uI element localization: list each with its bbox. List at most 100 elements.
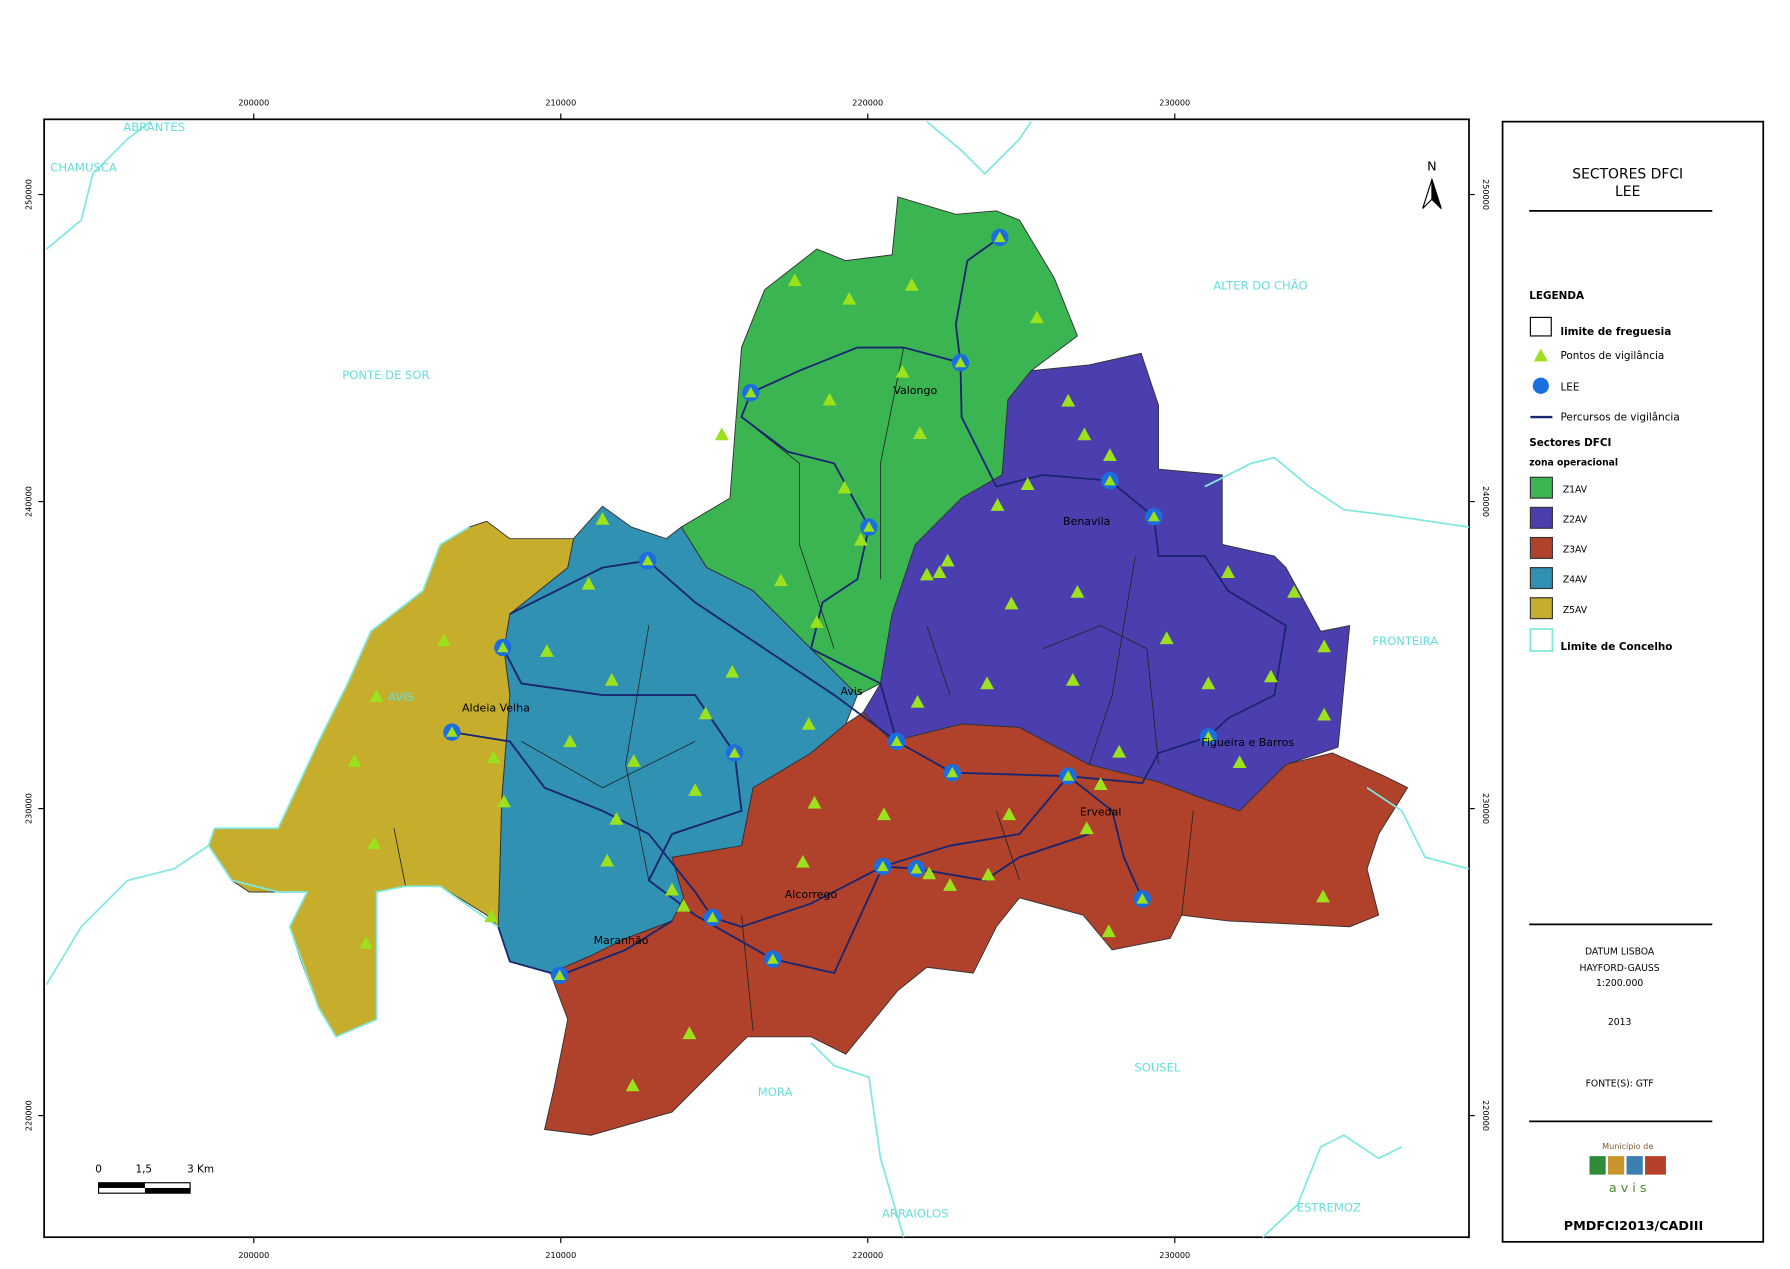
logo-caption: Município de: [1602, 1141, 1653, 1151]
vigilance-point: [895, 364, 910, 378]
parish-limit: [1088, 555, 1136, 765]
concelho-limits: [45, 120, 1470, 1238]
datum: DATUM LISBOA: [1585, 947, 1655, 958]
parish-limit: [625, 625, 650, 881]
vigilance-point: [910, 695, 925, 708]
vigilance-point: [436, 633, 451, 647]
vigilance-point: [604, 673, 619, 686]
legend-item: LEE: [1561, 381, 1580, 393]
y-tick-label: 240000: [23, 486, 33, 517]
vigilance-point: [863, 521, 875, 532]
vigilance-point: [359, 936, 374, 949]
vigilance-point: [809, 615, 824, 628]
sector-legend: Z1AV Z2AV Z3AV Z4AV Z5AV: [1529, 476, 1588, 620]
points: [347, 228, 1332, 1092]
legend-swatch: [1529, 316, 1552, 337]
vigilance-point: [1104, 474, 1116, 486]
parish-limit: [995, 810, 1020, 881]
vigilance-point: [367, 836, 382, 850]
vigilance-point: [842, 291, 857, 305]
legend-item: Limite de Concelho: [1561, 641, 1673, 653]
vigilance-point: [497, 794, 511, 808]
vigilance-point: [1112, 744, 1127, 758]
vigilance-point: [369, 689, 384, 703]
vigilance-point: [484, 909, 499, 923]
vigilance-point: [1020, 477, 1035, 491]
vigilance-point: [807, 795, 822, 809]
vigilance-point: [725, 664, 740, 678]
legend-swatch: [1529, 628, 1554, 652]
place-label: MORA: [758, 1085, 793, 1099]
vigilance-point: [1148, 510, 1160, 522]
parish-limit: [1181, 810, 1194, 916]
vigilance-point: [600, 853, 615, 867]
legend-item: Z1AV: [1563, 484, 1588, 495]
vigilance-point: [1079, 821, 1094, 835]
scale-label: 3 Km: [187, 1163, 214, 1175]
sectors: [208, 196, 1409, 1136]
parish-limit: [1042, 625, 1159, 765]
vigilance-point: [609, 812, 624, 825]
vigilance-point: [801, 717, 816, 730]
y-tick-label: 230000: [1481, 793, 1491, 824]
legend-swatch: [1532, 377, 1549, 394]
vigilance-point: [890, 735, 903, 747]
vigilance-point: [795, 854, 810, 868]
vigilance-point: [1136, 893, 1149, 904]
legend-heading: LEGENDA: [1529, 290, 1584, 302]
vigilance-point: [347, 754, 362, 767]
x-tick-label: 210000: [545, 97, 576, 107]
vigilance-point: [626, 754, 641, 767]
vigilance-point: [822, 392, 837, 406]
vigilance-point: [563, 734, 578, 748]
legend-heading: zona operacional: [1529, 458, 1618, 469]
place-label: ESTREMOZ: [1297, 1201, 1361, 1215]
vigilance-point: [486, 750, 501, 764]
y-tick-label: 230000: [23, 793, 33, 824]
vigilance-point: [1029, 310, 1044, 324]
legend-item: Z2AV: [1563, 514, 1588, 525]
source: FONTE(S): GTF: [1586, 1079, 1654, 1090]
vigilance-point: [946, 766, 959, 778]
parish-limit: [521, 741, 696, 789]
logo-name: a v i s: [1609, 1181, 1647, 1196]
vigilance-point: [728, 747, 741, 758]
vigilance-point: [714, 427, 729, 441]
vigilance-point: [497, 641, 509, 653]
map-code: PMDFCI2013/CADIII: [1564, 1219, 1703, 1234]
vigilance-point: [706, 911, 719, 923]
legend-swatch: [1529, 536, 1553, 559]
place-label: Figueira e Barros: [1201, 736, 1294, 749]
x-tick-label: 220000: [852, 1250, 883, 1260]
legend-swatch: [1529, 597, 1553, 620]
vigilance-point: [922, 866, 937, 880]
vigilance-point: [698, 706, 713, 720]
vigilance-point: [744, 386, 757, 398]
vigilance-point: [1077, 427, 1092, 441]
vigilance-point: [1062, 770, 1074, 781]
vigilance-point: [773, 573, 788, 587]
vigilance-point: [943, 878, 957, 891]
scale-label: 0: [95, 1163, 102, 1175]
vigilance-point: [1263, 669, 1278, 683]
vigilance-point: [787, 273, 802, 287]
vigilance-point: [904, 278, 919, 291]
place-label: ARRAIOLOS: [882, 1207, 948, 1221]
vigilance-point: [1221, 565, 1235, 579]
legend-panel: [1501, 120, 1765, 1243]
vigilance-point: [837, 480, 852, 494]
vigilance-point: [1101, 924, 1116, 938]
vigilance-point: [954, 356, 967, 368]
y-tick-label: 250000: [1481, 179, 1491, 210]
legend-swatch: [1529, 567, 1553, 590]
vigilance-point: [981, 867, 996, 881]
legend-heading: Sectores DFCI: [1529, 437, 1611, 449]
vigilance-point: [1317, 639, 1332, 653]
vigilance-point: [1093, 777, 1108, 791]
year: 2013: [1608, 1017, 1632, 1028]
place-label: AVIS: [388, 690, 414, 704]
legend-title: SECTORES DFCI: [1572, 166, 1683, 182]
vigilance-point: [595, 512, 610, 525]
y-tick-label: 220000: [23, 1100, 33, 1131]
vigilance-point: [446, 726, 458, 737]
